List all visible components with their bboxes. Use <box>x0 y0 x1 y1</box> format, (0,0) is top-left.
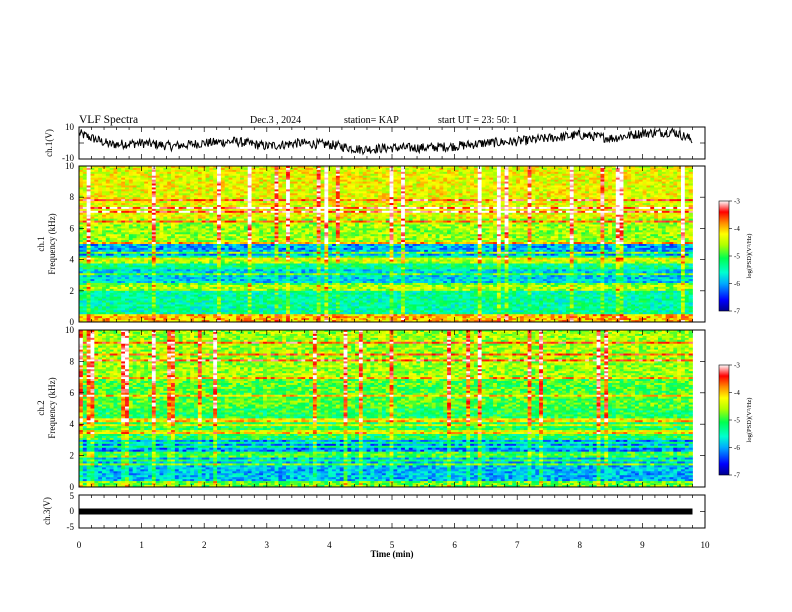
ch1-waveform-line <box>79 129 692 155</box>
figure-title: VLF Spectra <box>79 114 138 126</box>
ch1-ytick-top: 10 <box>65 122 75 132</box>
ch1-waveform-panel: 10 -10 ch.1(V) <box>44 122 705 163</box>
station-label: station= KAP <box>344 115 399 126</box>
vlf-figure: VLF Spectra Dec.3 , 2024 station= KAP st… <box>0 0 792 612</box>
ch1-waveform-ylabel: ch.1(V) <box>44 129 54 157</box>
figure-header: VLF Spectra Dec.3 , 2024 station= KAP st… <box>79 114 517 126</box>
ch1-spectrogram-image <box>79 166 693 322</box>
date-label: Dec.3 , 2024 <box>250 115 301 126</box>
ch1-waveform-ticks <box>79 127 705 159</box>
start-time-label: start UT = 23: 50: 1 <box>438 115 517 126</box>
